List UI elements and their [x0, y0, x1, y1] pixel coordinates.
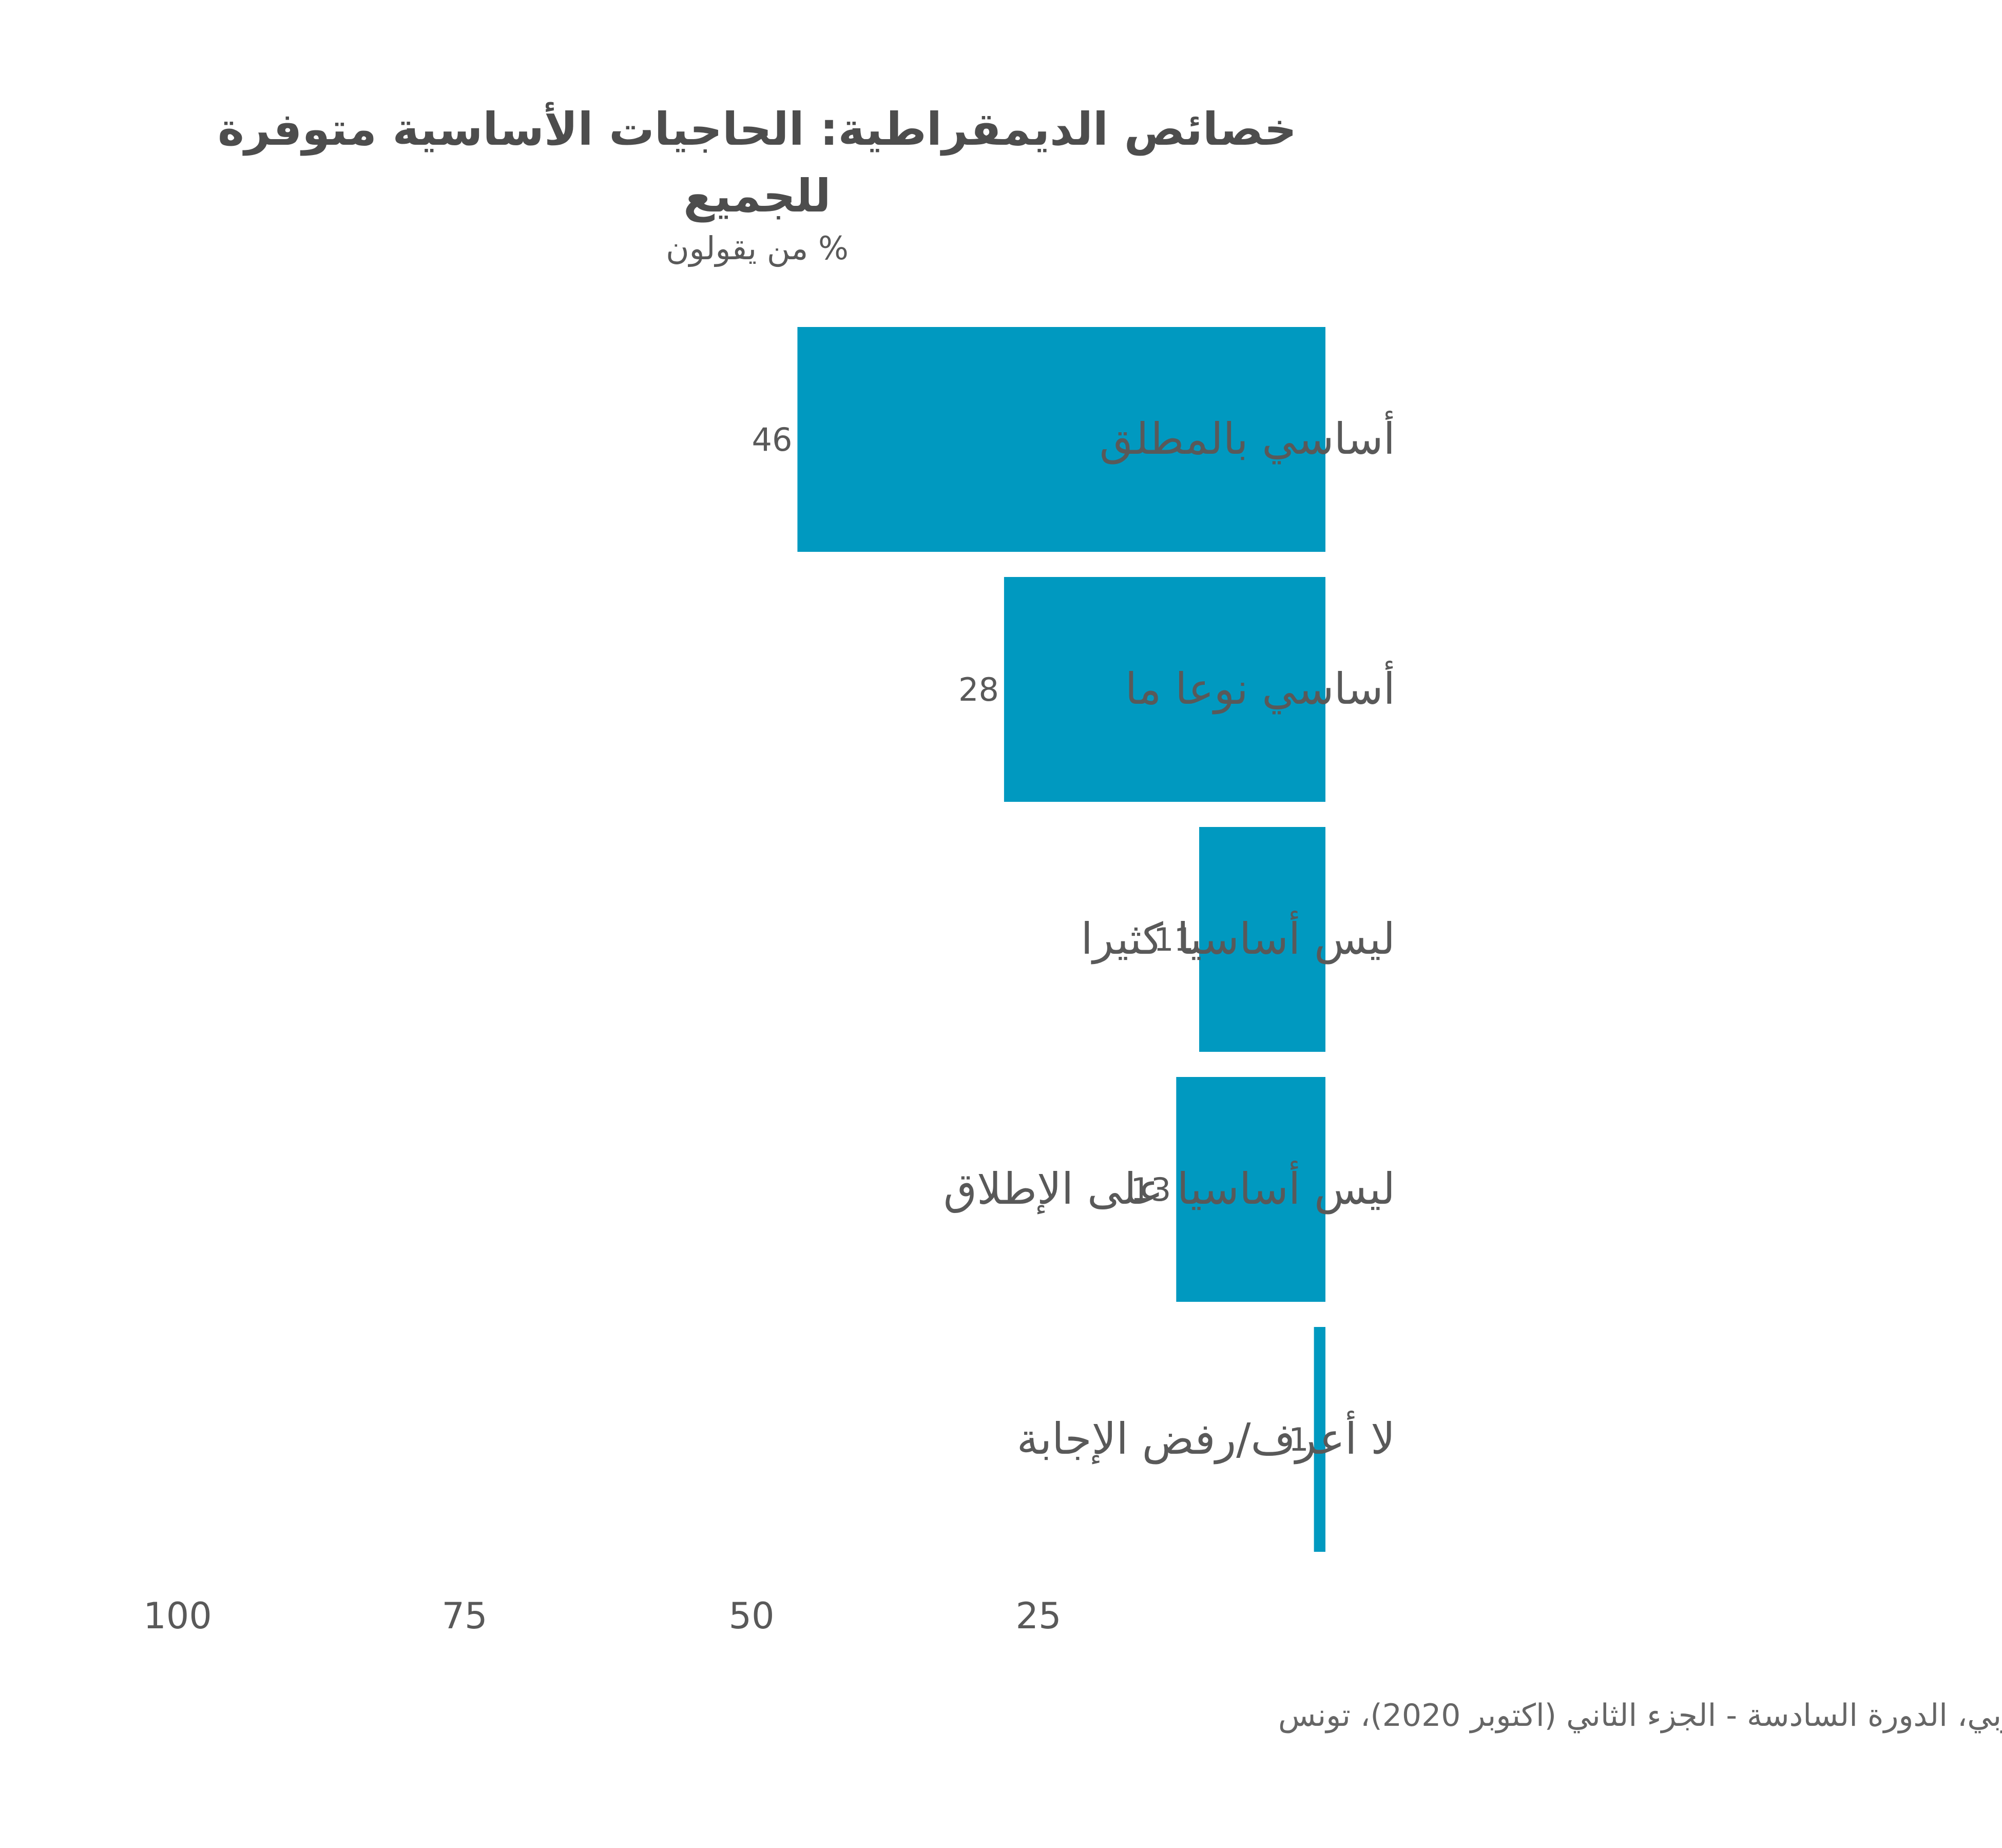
bar-value-label-2: 11: [1153, 921, 1194, 958]
bar-0: [797, 327, 1325, 552]
category-labels-layer: أساسي بالمطلق أساسي نوعا ما ليس أساسيا كثي…: [944, 411, 1395, 1465]
category-label-1: أساسي نوعا ما: [1125, 661, 1395, 715]
chart-title-line-1: خصائص الديمقراطية: الحاجيات الأساسية متو…: [218, 102, 1297, 156]
bar-value-label-4: 1: [1288, 1421, 1308, 1458]
x-tick-label-0: 100: [143, 1595, 212, 1637]
bars-layer: [797, 327, 1325, 1552]
x-tick-label-2: 50: [728, 1595, 774, 1637]
chart-title-line-2: للجميع: [683, 169, 831, 222]
category-label-0: أساسي بالمطلق: [1100, 411, 1395, 465]
bar-1: [1004, 577, 1325, 802]
chart-source-note: الباروميتر العربي، الدورة السادسة - الجز…: [1278, 1698, 2002, 1734]
chart-subtitle: % من يقولون: [666, 229, 849, 267]
value-labels-layer: 46 28 11 13 1: [752, 421, 1309, 1458]
bar-value-label-3: 13: [1130, 1171, 1171, 1208]
bar-3: [1176, 1077, 1325, 1302]
bar-4: [1314, 1327, 1325, 1552]
x-tick-label-1: 75: [441, 1595, 487, 1637]
category-label-4: لا أعرف/رفض الإجابة: [1017, 1411, 1395, 1465]
bar-2: [1199, 827, 1325, 1052]
bar-value-label-1: 28: [958, 671, 999, 708]
category-label-3: ليس أساسيا على الإطلاق: [944, 1161, 1395, 1215]
category-label-2: ليس أساسيا كثيرا: [1081, 911, 1395, 965]
bar-value-label-0: 46: [752, 421, 793, 458]
x-tick-label-3: 25: [1015, 1595, 1061, 1637]
x-axis-ticks: 100 75 50 25: [143, 1595, 1061, 1637]
chart-title: خصائص الديمقراطية: الحاجيات الأساسية متو…: [218, 102, 1297, 222]
